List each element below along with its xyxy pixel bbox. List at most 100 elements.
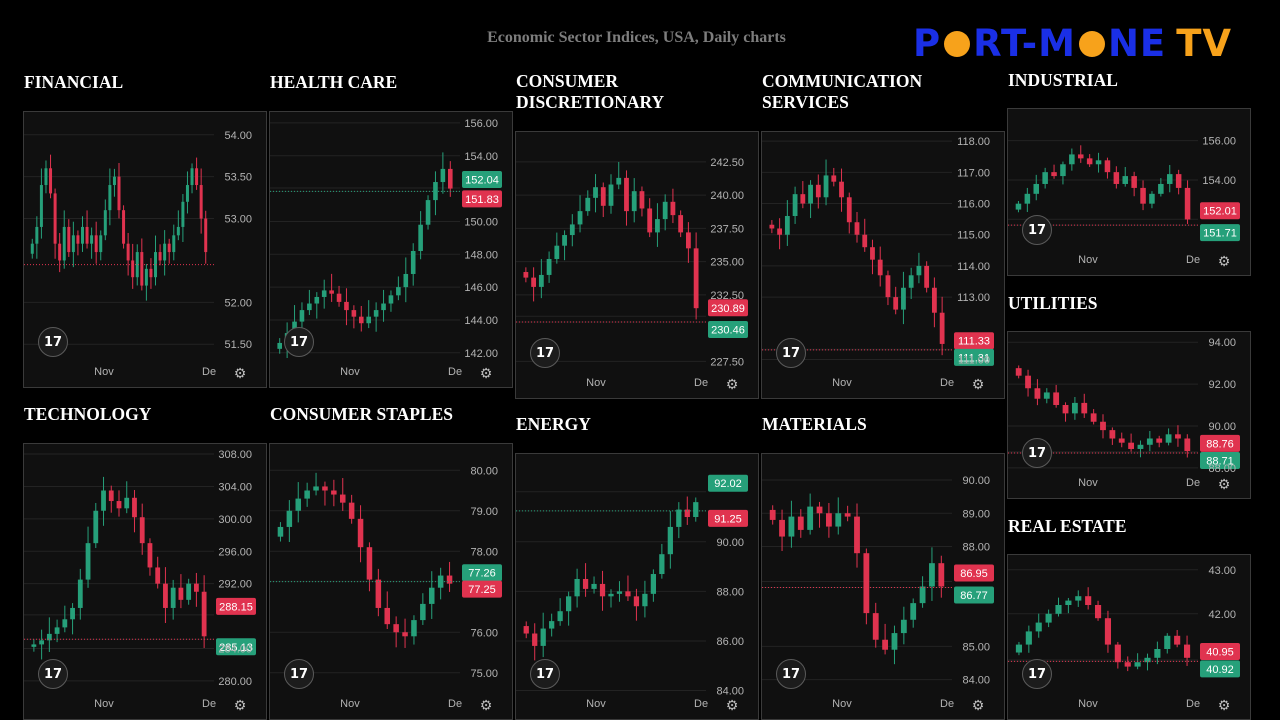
- candle-body[interactable]: [800, 194, 806, 204]
- candle-body[interactable]: [625, 591, 631, 597]
- candle-body[interactable]: [199, 185, 203, 219]
- candle-body[interactable]: [286, 510, 293, 527]
- candle-body[interactable]: [336, 293, 342, 302]
- gear-icon[interactable]: ⚙: [725, 377, 739, 393]
- candle-body[interactable]: [402, 632, 408, 637]
- candle-body[interactable]: [1085, 596, 1092, 605]
- candle-body[interactable]: [901, 287, 906, 310]
- gear-icon[interactable]: ⚙: [725, 698, 739, 714]
- candle-body[interactable]: [835, 513, 842, 527]
- candle-body[interactable]: [186, 583, 192, 600]
- chart-panel-industrial[interactable]: 156.00 154.00 152.01 151.71 Nov De ⚙ 17: [1007, 108, 1251, 276]
- candle-body[interactable]: [616, 177, 622, 185]
- candle-body[interactable]: [1094, 605, 1102, 619]
- candle-body[interactable]: [176, 226, 180, 236]
- tradingview-logo-icon[interactable]: 17: [1022, 438, 1052, 468]
- candle-body[interactable]: [90, 235, 94, 244]
- candle-body[interactable]: [411, 620, 417, 637]
- candle-body[interactable]: [591, 583, 597, 589]
- candle-body[interactable]: [769, 509, 776, 520]
- candle-body[interactable]: [149, 268, 153, 278]
- candle-body[interactable]: [147, 543, 153, 568]
- candle-body[interactable]: [1183, 644, 1191, 658]
- candle-body[interactable]: [172, 235, 176, 253]
- candle-body[interactable]: [77, 579, 83, 608]
- candle-body[interactable]: [816, 506, 823, 514]
- candle-body[interactable]: [1164, 635, 1171, 649]
- candle-body[interactable]: [523, 272, 529, 278]
- candle-body[interactable]: [779, 519, 785, 537]
- chart-panel-consumer-staples[interactable]: 80.00 79.00 78.00 77.26 77.25 76.00 75.00 Nov De…: [269, 443, 513, 720]
- candle-body[interactable]: [569, 224, 575, 236]
- gear-icon[interactable]: ⚙: [971, 698, 985, 714]
- candle-body[interactable]: [1174, 635, 1181, 645]
- candle-body[interactable]: [642, 593, 648, 607]
- candle-body[interactable]: [1134, 662, 1141, 667]
- candle-body[interactable]: [403, 273, 409, 288]
- candle-body[interactable]: [1175, 434, 1181, 439]
- candle-body[interactable]: [1045, 613, 1052, 623]
- candle-body[interactable]: [304, 490, 310, 499]
- candle-body[interactable]: [685, 232, 691, 249]
- candle-body[interactable]: [616, 591, 623, 594]
- candle-body[interactable]: [938, 563, 945, 587]
- candle-body[interactable]: [554, 245, 560, 259]
- candle-body[interactable]: [929, 563, 935, 587]
- candle-body[interactable]: [1055, 605, 1062, 614]
- candle-body[interactable]: [1146, 438, 1153, 445]
- chart-panel-health-care[interactable]: 156.00 154.00 152.04 151.83 150.00 148.00 146.…: [269, 111, 513, 388]
- candle-body[interactable]: [1015, 644, 1023, 653]
- candle-body[interactable]: [647, 208, 653, 233]
- candle-body[interactable]: [1060, 164, 1066, 177]
- candle-body[interactable]: [1071, 402, 1078, 414]
- candle-body[interactable]: [93, 510, 99, 544]
- candle-body[interactable]: [1053, 392, 1060, 405]
- candle-body[interactable]: [815, 184, 821, 198]
- candle-body[interactable]: [1100, 421, 1106, 431]
- candle-body[interactable]: [882, 639, 889, 650]
- candle-body[interactable]: [396, 287, 401, 296]
- candle-body[interactable]: [351, 310, 357, 317]
- candle-body[interactable]: [863, 553, 870, 614]
- tradingview-logo-icon[interactable]: 17: [38, 327, 68, 357]
- tradingview-logo-icon[interactable]: 17: [284, 327, 314, 357]
- candle-body[interactable]: [124, 497, 130, 509]
- candle-body[interactable]: [418, 224, 423, 251]
- candle-body[interactable]: [103, 210, 107, 236]
- candle-body[interactable]: [295, 498, 302, 511]
- candle-body[interactable]: [428, 587, 435, 604]
- candle-body[interactable]: [608, 593, 614, 597]
- candle-body[interactable]: [1015, 368, 1022, 376]
- candle-body[interactable]: [693, 248, 699, 309]
- candle-body[interactable]: [331, 490, 337, 495]
- chart-panel-communication-services[interactable]: 118.00 117.00 116.00 115.00 114.00 113.00 111.…: [761, 131, 1005, 399]
- candle-body[interactable]: [639, 191, 645, 209]
- candle-body[interactable]: [891, 633, 898, 650]
- candle-body[interactable]: [844, 513, 851, 517]
- candle-body[interactable]: [655, 219, 660, 233]
- candle-body[interactable]: [546, 258, 552, 275]
- candle-body[interactable]: [769, 224, 775, 229]
- candle-body[interactable]: [321, 290, 327, 297]
- candle-body[interactable]: [94, 235, 98, 253]
- gear-icon[interactable]: ⚙: [233, 366, 247, 382]
- tradingview-logo-icon[interactable]: 17: [776, 659, 806, 689]
- candle-body[interactable]: [1154, 649, 1161, 658]
- candle-body[interactable]: [62, 226, 66, 261]
- candle-body[interactable]: [1131, 176, 1137, 188]
- candle-body[interactable]: [70, 607, 75, 620]
- candle-body[interactable]: [178, 587, 184, 600]
- candle-body[interactable]: [339, 494, 346, 503]
- candle-body[interactable]: [158, 252, 162, 261]
- candle-body[interactable]: [46, 633, 52, 641]
- candle-body[interactable]: [585, 197, 591, 212]
- candle-body[interactable]: [344, 301, 349, 311]
- candle-body[interactable]: [71, 235, 75, 253]
- candle-body[interactable]: [893, 297, 899, 310]
- candle-body[interactable]: [185, 185, 189, 202]
- candle-body[interactable]: [155, 567, 161, 584]
- tradingview-logo-icon[interactable]: 17: [530, 659, 560, 689]
- candle-body[interactable]: [54, 627, 60, 634]
- candle-body[interactable]: [1144, 657, 1151, 663]
- candle-body[interactable]: [1015, 203, 1022, 210]
